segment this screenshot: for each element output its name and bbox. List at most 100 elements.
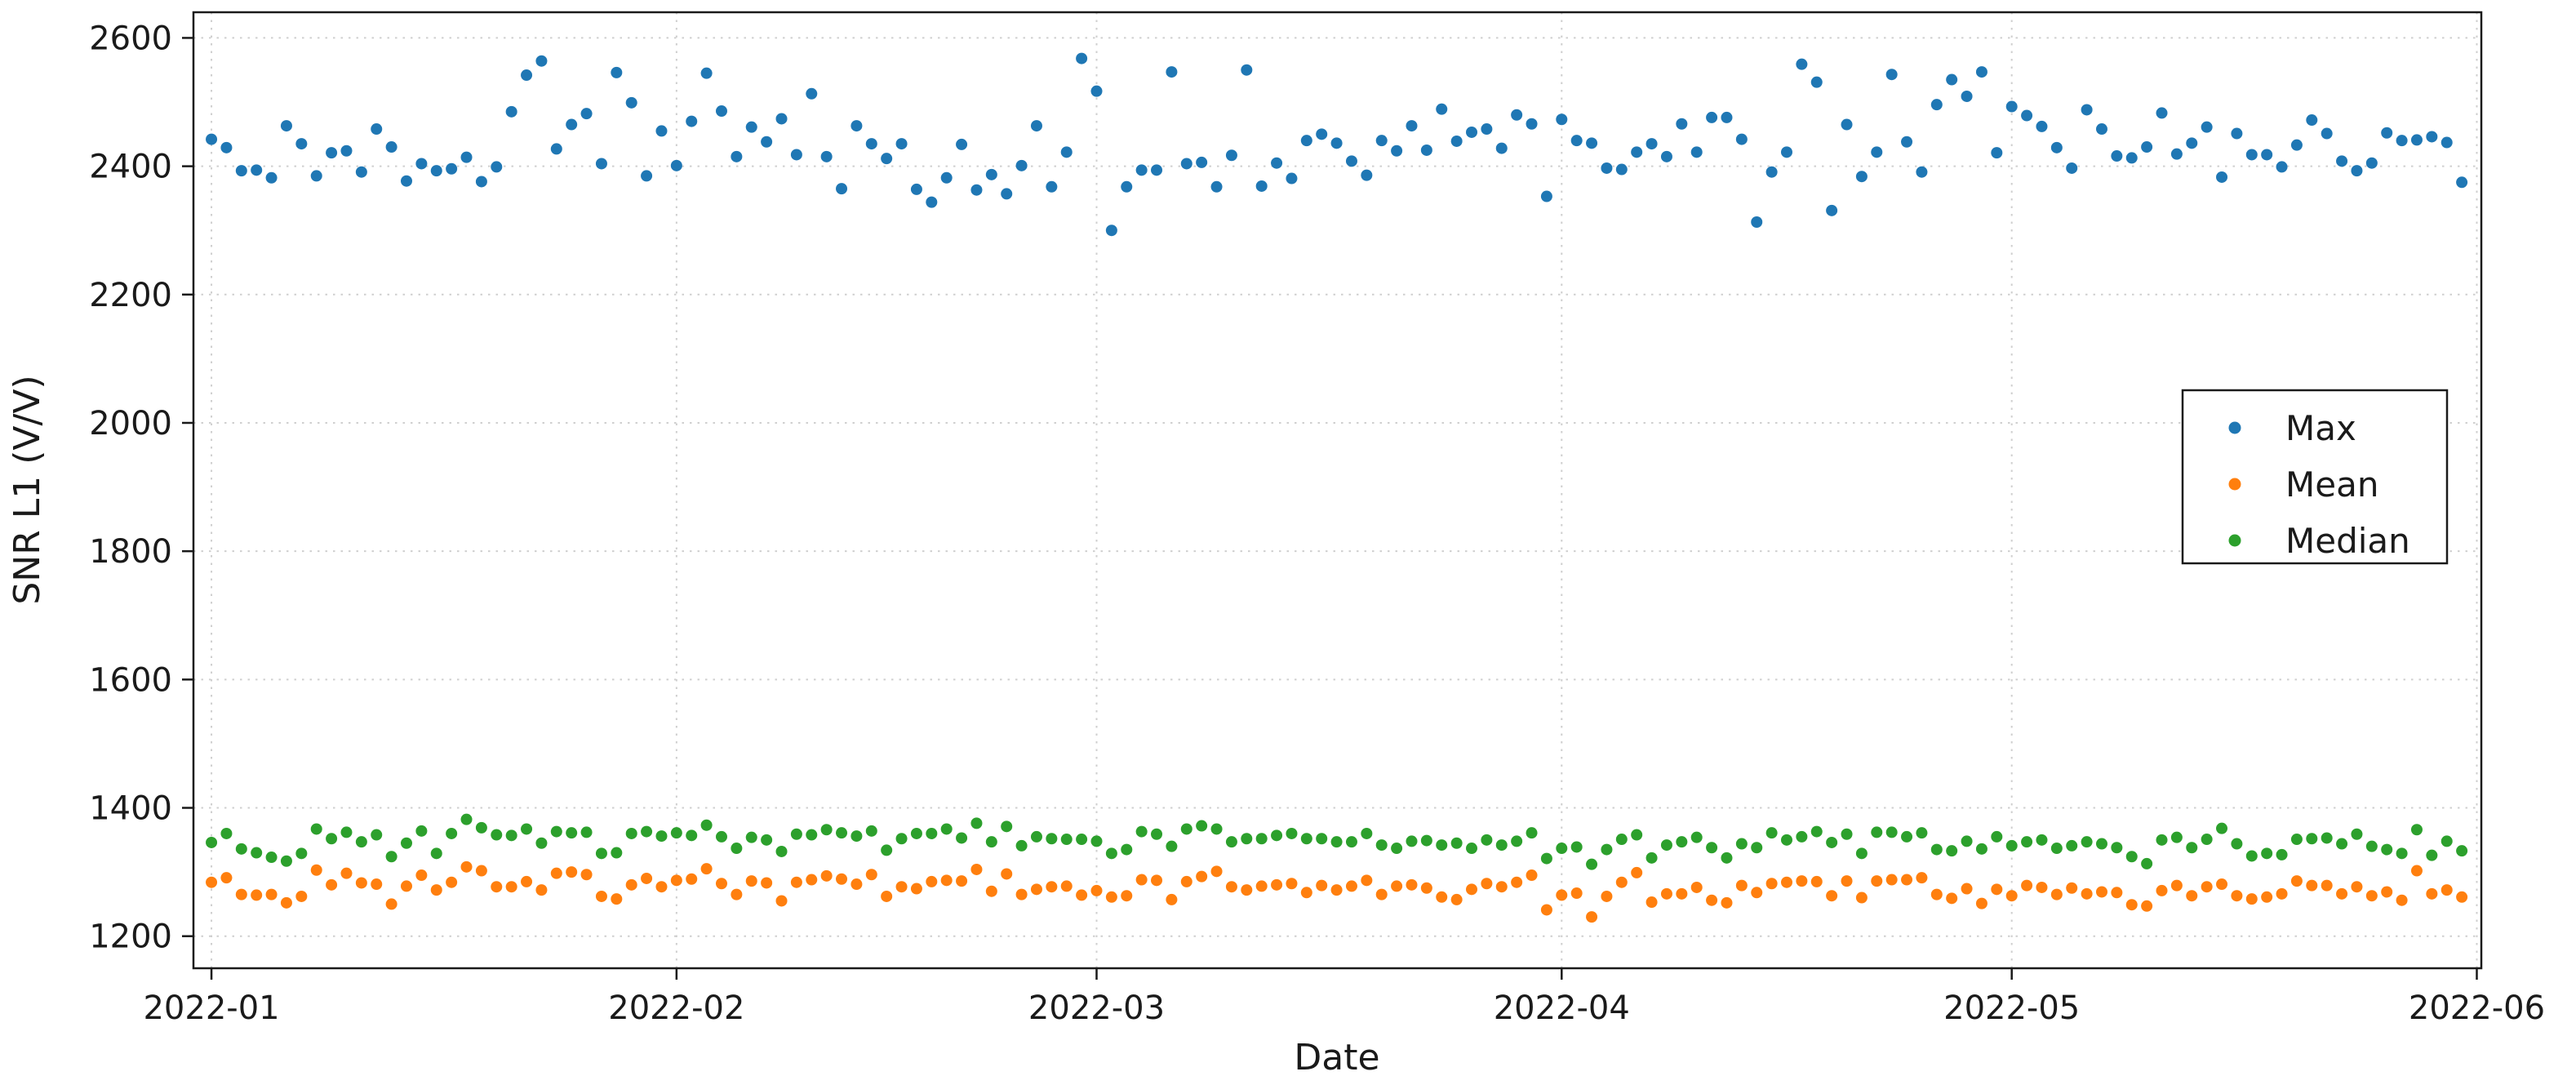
data-point-median bbox=[235, 843, 247, 855]
data-point-max bbox=[1121, 180, 1133, 193]
data-point-max bbox=[655, 125, 668, 137]
data-point-mean bbox=[1345, 880, 1357, 892]
data-point-mean bbox=[1841, 875, 1853, 887]
data-point-mean bbox=[1286, 878, 1298, 890]
legend-box bbox=[2181, 389, 2449, 565]
data-point-median bbox=[2170, 831, 2183, 843]
data-point-median bbox=[1646, 852, 1658, 864]
data-point-mean bbox=[641, 872, 653, 884]
data-point-max bbox=[1466, 126, 1478, 138]
data-point-mean bbox=[505, 881, 517, 893]
data-point-median bbox=[1706, 842, 1718, 854]
data-point-median bbox=[806, 829, 818, 841]
series-max bbox=[206, 52, 2468, 237]
data-point-median bbox=[820, 824, 833, 836]
data-point-median bbox=[956, 832, 968, 844]
data-point-median bbox=[1676, 836, 1688, 848]
data-point-max bbox=[2381, 127, 2393, 139]
data-point-mean bbox=[220, 872, 233, 884]
data-point-max bbox=[1030, 120, 1042, 132]
data-point-median bbox=[2005, 839, 2018, 852]
data-point-mean bbox=[686, 873, 698, 885]
data-point-max bbox=[415, 158, 428, 170]
data-point-median bbox=[1495, 839, 1508, 852]
data-point-max bbox=[1841, 118, 1853, 131]
y-tick-label: 1600 bbox=[89, 661, 172, 699]
data-point-median bbox=[2125, 851, 2138, 863]
data-point-mean bbox=[1690, 881, 1703, 893]
data-point-max bbox=[611, 66, 623, 78]
data-point-max bbox=[1871, 146, 1883, 158]
data-point-mean bbox=[1076, 889, 1088, 901]
data-point-median bbox=[895, 833, 908, 845]
data-point-median bbox=[1375, 839, 1388, 852]
data-point-median bbox=[1030, 830, 1042, 843]
data-point-mean bbox=[1855, 892, 1868, 904]
grid-lines bbox=[193, 12, 2481, 968]
data-point-mean bbox=[1121, 890, 1133, 902]
y-axis: 1200 1400 1600 1800 2000 2200 2400 2600 bbox=[89, 20, 193, 956]
data-point-mean bbox=[2336, 887, 2348, 900]
data-point-mean bbox=[1511, 876, 1523, 888]
data-point-mean bbox=[836, 873, 848, 885]
data-point-max bbox=[820, 150, 833, 162]
data-point-median bbox=[2066, 839, 2078, 852]
data-point-max bbox=[401, 175, 413, 187]
data-point-max bbox=[1615, 163, 1628, 176]
data-point-max bbox=[851, 120, 863, 132]
data-point-max bbox=[446, 162, 458, 175]
data-point-mean bbox=[940, 874, 953, 887]
data-point-median bbox=[670, 827, 682, 839]
data-point-max bbox=[1046, 180, 1058, 193]
data-point-mean bbox=[1105, 891, 1117, 903]
data-point-median bbox=[251, 847, 263, 859]
data-point-mean bbox=[1420, 882, 1432, 894]
data-point-median bbox=[1751, 842, 1763, 854]
data-point-max bbox=[641, 170, 653, 182]
data-point-mean bbox=[775, 895, 788, 907]
data-point-max bbox=[2111, 150, 2123, 162]
data-point-median bbox=[2290, 834, 2303, 846]
x-axis-title: Date bbox=[1294, 1037, 1379, 1078]
data-point-mean bbox=[970, 863, 983, 875]
data-point-median bbox=[280, 855, 292, 867]
data-point-max bbox=[220, 141, 233, 153]
data-point-max bbox=[1751, 216, 1763, 228]
data-point-mean bbox=[1316, 879, 1328, 892]
data-point-median bbox=[580, 826, 593, 838]
data-point-median bbox=[1046, 833, 1058, 845]
data-point-median bbox=[926, 827, 938, 839]
data-point-median bbox=[265, 852, 278, 864]
data-point-max bbox=[1570, 135, 1583, 147]
data-point-median bbox=[550, 825, 562, 838]
data-point-mean bbox=[1556, 889, 1568, 901]
data-point-max bbox=[2201, 121, 2213, 133]
data-point-mean bbox=[611, 893, 623, 905]
data-point-max bbox=[1135, 164, 1148, 176]
data-point-median bbox=[430, 847, 442, 860]
data-point-mean bbox=[1330, 884, 1343, 896]
data-point-max bbox=[1450, 135, 1463, 147]
data-point-mean bbox=[1495, 881, 1508, 893]
data-point-max bbox=[625, 96, 637, 109]
data-point-max bbox=[1601, 162, 1613, 174]
data-point-median bbox=[505, 829, 517, 842]
data-point-median bbox=[2441, 835, 2453, 847]
data-point-median bbox=[2261, 847, 2273, 860]
legend: Max Mean Median bbox=[2181, 389, 2449, 565]
data-point-median bbox=[851, 830, 863, 843]
data-point-max bbox=[2125, 152, 2138, 164]
data-point-mean bbox=[1180, 875, 1193, 887]
data-point-max bbox=[1780, 146, 1792, 158]
data-point-mean bbox=[865, 869, 877, 881]
data-point-median bbox=[881, 844, 893, 856]
data-point-max bbox=[2441, 136, 2453, 149]
data-point-median bbox=[1841, 828, 1853, 840]
data-point-mean bbox=[1961, 883, 1973, 895]
data-point-max bbox=[2005, 100, 2018, 113]
data-point-max bbox=[1511, 109, 1523, 121]
data-point-mean bbox=[1916, 872, 1928, 884]
data-point-mean bbox=[2441, 884, 2453, 896]
data-point-mean bbox=[1361, 874, 1373, 887]
